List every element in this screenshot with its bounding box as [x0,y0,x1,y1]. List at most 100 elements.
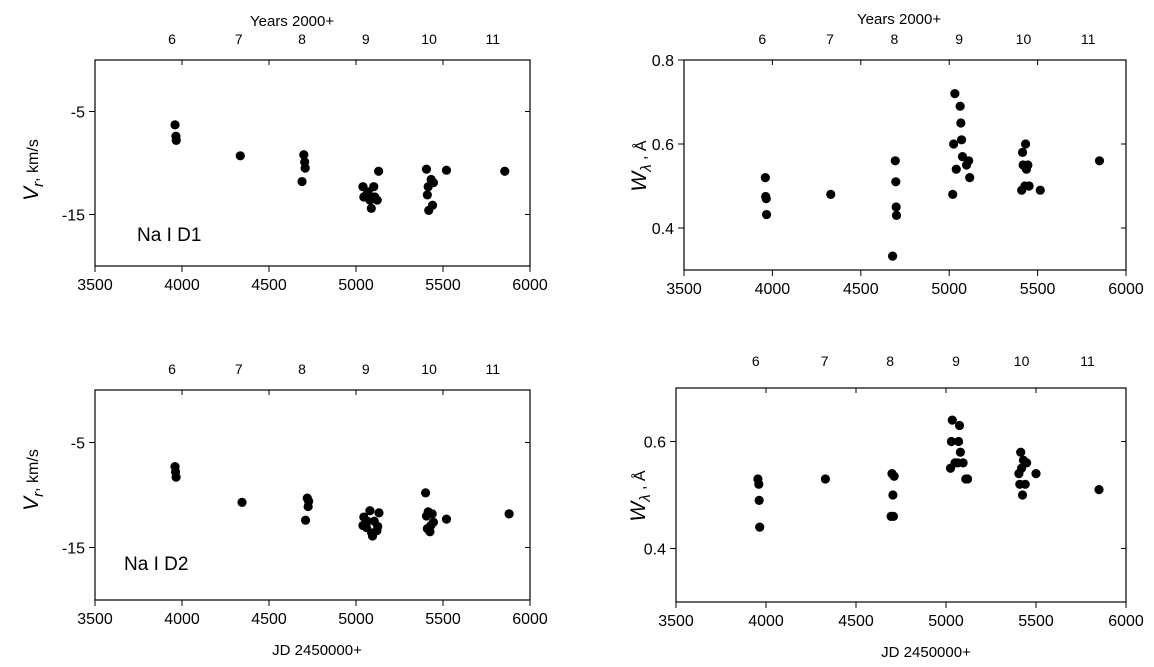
panel-d1-equivalent-width: 3500 4000 4500 5000 5500 6000 0.4 0.6 0.8 6 7 8 9 10 1… [628,11,1144,298]
axis-ticks: 3500 4000 4500 5000 5500 6000 0.4 0.6 0.8 6 7 8 9 10 1… [652,31,1144,298]
data-point [754,495,764,505]
data-point [300,515,311,525]
data-points [760,89,1105,261]
data-point [171,472,181,482]
data-point [946,436,957,447]
top-year-label: 7 [235,31,243,47]
top-year-label: 9 [955,31,963,47]
data-point [950,89,960,99]
x-tick-label: 6000 [1108,613,1144,630]
top-year-label: 8 [886,353,894,369]
data-point [890,156,900,166]
panel-annotation: Na I D1 [137,225,201,246]
x-tick-label: 6000 [512,611,548,628]
data-point [1017,147,1028,157]
y-axis-unit: , km/s [25,139,42,182]
y-axis-unit: , km/s [25,449,42,492]
plot-frame [683,59,1127,271]
data-point [826,189,836,199]
data-point [954,436,964,447]
y-axis-subscript: λ [638,164,655,172]
x-tick-label: 4500 [251,611,287,628]
data-point [956,135,967,145]
axis-ticks: 3500 4000 4500 5000 5500 6000 0.4 0.6 6 7 8 9 10 11 [644,353,1144,630]
panel-d2-equivalent-width: 3500 4000 4500 5000 5500 6000 0.4 0.6 6 7 8 9 10 11 J… [627,353,1144,661]
y-tick-label: -15 [62,208,85,225]
data-point [304,496,314,506]
y-axis-label: Vr, km/s [20,139,47,201]
x-tick-label: 4500 [251,277,287,294]
y-axis-unit: , Å [630,470,649,494]
x-tick-label: 5500 [1018,613,1054,630]
top-year-label: 9 [952,353,960,369]
y-axis-symbol: V [20,495,43,511]
top-year-label: 6 [752,353,760,369]
data-point [427,509,437,519]
y-axis-symbol: V [20,185,43,201]
data-point [947,415,957,425]
data-point [362,516,372,526]
data-point [958,458,968,468]
data-point [956,118,966,128]
x-tick-label: 5000 [338,277,374,294]
y-tick-label: -15 [62,541,85,558]
y-tick-label: -5 [71,436,85,453]
data-point [441,165,452,175]
x-tick-label: 5000 [931,281,967,298]
data-point [760,173,770,183]
data-point [954,420,965,431]
y-axis-symbol: W [628,170,651,192]
y-tick-label: -5 [71,105,85,122]
y-tick-label: 0.4 [652,221,674,238]
top-year-label: 7 [826,31,834,47]
x-tick-label: 4500 [838,613,874,630]
data-points [170,120,510,215]
data-point [1020,479,1030,489]
top-year-label: 8 [298,31,306,47]
x-tick-label: 5500 [425,277,461,294]
x-tick-label: 3500 [77,277,113,294]
top-year-label: 9 [362,31,370,47]
data-point [965,173,975,183]
data-point [421,488,431,498]
top-year-label: 10 [1016,31,1032,47]
data-point [888,490,898,500]
data-points [753,415,1104,532]
top-year-label: 11 [1080,353,1095,369]
data-point [300,163,310,173]
top-year-label: 6 [168,361,176,377]
data-point [1020,139,1031,149]
data-point [963,474,973,484]
bottom-axis-label: JD 2450000+ [881,644,971,661]
top-year-label: 7 [235,361,243,377]
top-year-label: 7 [821,353,829,369]
data-point [1031,469,1041,479]
data-point [755,522,765,532]
bottom-axis-label: JD 2450000+ [272,642,362,659]
data-point [754,479,764,489]
x-tick-label: 4000 [755,281,791,298]
data-point [171,135,181,145]
y-axis-unit: , Å [631,140,650,164]
data-point [365,506,375,516]
data-point [373,521,383,532]
data-point [374,166,384,176]
data-point [170,120,180,130]
data-point [889,471,899,481]
x-tick-label: 5500 [1020,281,1056,298]
x-tick-label: 3500 [666,281,702,298]
data-points [170,462,514,541]
data-point [1094,156,1105,166]
data-point [366,203,376,213]
data-point [964,156,974,166]
data-point [504,509,514,519]
data-point [761,194,771,204]
data-point [891,177,901,187]
data-point [955,447,966,457]
axis-ticks: 3500 4000 4500 5000 5500 6000 -5 -15 6 7 8 9 10 11 [62,361,548,628]
x-tick-label: 5000 [928,613,964,630]
y-tick-label: 0.6 [644,435,666,452]
panel-na-d2-velocity: 3500 4000 4500 5000 5500 6000 -5 -15 6 7 8 9 10 11 Na… [20,361,548,659]
data-point [891,210,902,220]
